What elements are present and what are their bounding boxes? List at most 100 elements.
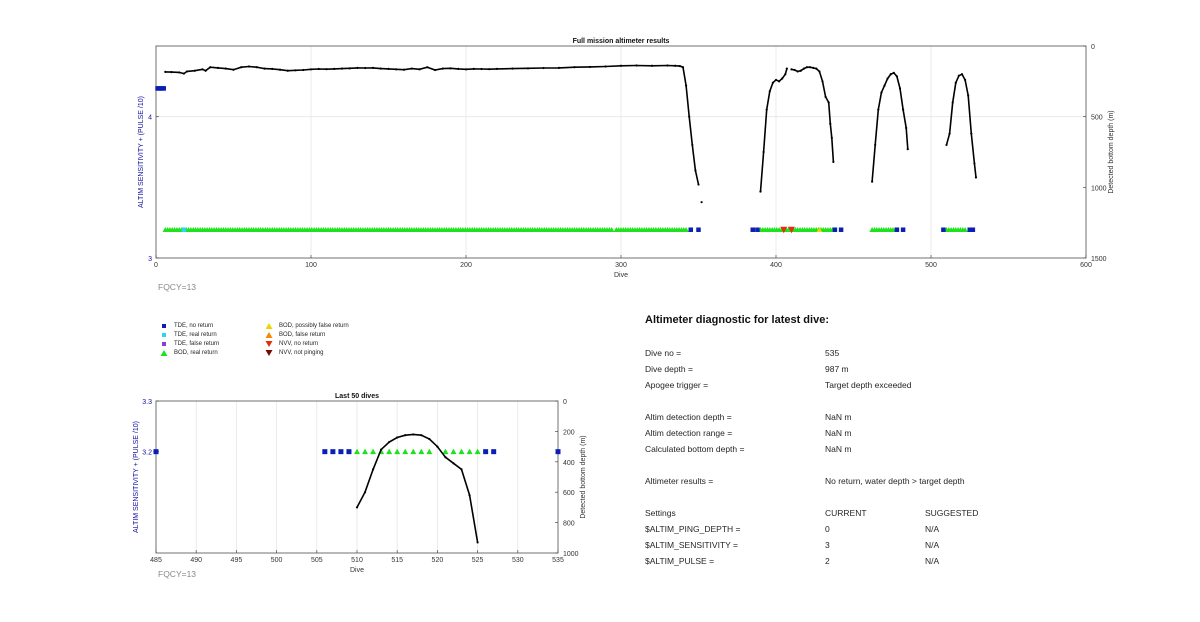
status-marker: [832, 227, 838, 232]
depth-point: [678, 64, 682, 68]
status-marker: [894, 227, 900, 232]
legend-symbol: [162, 333, 166, 337]
status-marker: [483, 449, 489, 455]
depth-point: [960, 73, 964, 76]
status-marker: [970, 227, 976, 232]
depth-point: [170, 71, 173, 74]
diag-row-dive-no: Dive no = 535: [645, 348, 1105, 360]
diag-label: $ALTIM_PULSE =: [645, 556, 715, 566]
depth-point: [396, 436, 399, 439]
depth-point: [604, 65, 607, 68]
status-marker: [181, 227, 187, 232]
diag-row-ping-depth: $ALTIM_PING_DEPTH = 0 N/A: [645, 524, 1105, 536]
depth-line: [871, 71, 909, 182]
depth-point: [871, 180, 874, 183]
depth-point: [380, 448, 383, 451]
legend-triangle-up-icon: [265, 332, 273, 338]
depth-point: [468, 494, 471, 497]
last-50-dives-chart: 485 490 495 500 505 510 515 520 525 530 535 Dive Las…: [133, 393, 587, 579]
depth-point: [294, 69, 297, 72]
depth-point: [821, 80, 824, 83]
legend-item: NVV, not pinging: [265, 349, 323, 357]
status-marker: [967, 227, 972, 232]
y-right-tick-label: 400: [563, 460, 575, 467]
depth-point: [449, 67, 452, 70]
depth-point: [436, 445, 439, 448]
depth-point: [286, 69, 289, 72]
y-right-axis-label: Detected bottom depth (m): [1108, 110, 1115, 193]
x-tick-label: 600: [1080, 262, 1092, 269]
status-marker: [394, 448, 401, 455]
depth-point: [948, 132, 951, 135]
x-tick-label: 525: [472, 557, 484, 564]
depth-point: [441, 67, 444, 70]
depth-point: [802, 67, 806, 70]
depth-point: [954, 81, 957, 84]
depth-point: [333, 67, 336, 70]
depth-point: [685, 84, 688, 87]
depth-point: [771, 81, 775, 84]
x-tick-label: 0: [154, 262, 158, 269]
depth-point: [418, 68, 421, 71]
status-marker: [426, 448, 433, 455]
depth-point: [886, 77, 889, 80]
depth-point: [688, 115, 691, 118]
status-marker: [466, 448, 473, 455]
diag-extra: N/A: [925, 524, 940, 534]
diag-label: Dive depth =: [645, 364, 693, 374]
depth-point: [426, 66, 429, 69]
legend-item: BOD, false return: [265, 331, 325, 339]
depth-point: [402, 68, 406, 71]
depth-point: [204, 69, 207, 72]
depth-point: [762, 150, 765, 154]
depth-point: [247, 65, 251, 68]
status-marker: [941, 227, 946, 232]
chart-title: Last 50 dives: [335, 393, 379, 400]
status-marker: [402, 448, 409, 455]
status-marker: [338, 449, 344, 455]
legend-item: BOD, possibly false return: [265, 322, 349, 330]
depth-point: [785, 67, 788, 70]
depth-point: [666, 64, 669, 67]
depth-point: [898, 87, 902, 90]
depth-point: [964, 78, 967, 82]
depth-point: [348, 67, 351, 70]
depth-point: [778, 80, 781, 83]
depth-point: [355, 506, 359, 509]
status-marker: [370, 448, 377, 455]
depth-point: [781, 77, 784, 80]
bod-marker: [962, 226, 968, 232]
status-marker: [755, 227, 760, 232]
status-marker: [491, 449, 497, 455]
depth-point: [464, 68, 468, 71]
depth-point: [768, 90, 771, 93]
x-tick-label: 535: [552, 557, 564, 564]
depth-point: [395, 68, 398, 71]
diag-label: Dive no =: [645, 348, 682, 358]
depth-line: [356, 433, 479, 543]
depth-point: [796, 70, 799, 73]
status-marker: [153, 449, 159, 455]
depth-point: [957, 74, 961, 77]
depth-point: [832, 160, 835, 163]
diag-value: 535: [825, 348, 840, 358]
legend-symbol: [162, 342, 166, 346]
depth-point: [444, 456, 447, 459]
depth-point: [681, 66, 685, 69]
depth-line: [165, 64, 700, 185]
diag-value: 987 m: [825, 364, 849, 374]
diag-value: NaN m: [825, 412, 852, 422]
status-marker: [362, 448, 369, 455]
depth-point: [951, 101, 954, 104]
status-marker: [474, 448, 481, 455]
legend-square-icon: [162, 333, 166, 337]
fqcy-annotation: FQCY=13: [158, 569, 196, 579]
depth-point: [404, 434, 407, 437]
diag-value: NaN m: [825, 444, 852, 454]
y-right-tick-label: 800: [563, 521, 575, 528]
y-right-tick-label: 1000: [1091, 185, 1107, 192]
depth-point: [573, 66, 576, 69]
depth-point: [433, 68, 437, 72]
legend-symbol: [160, 350, 168, 356]
